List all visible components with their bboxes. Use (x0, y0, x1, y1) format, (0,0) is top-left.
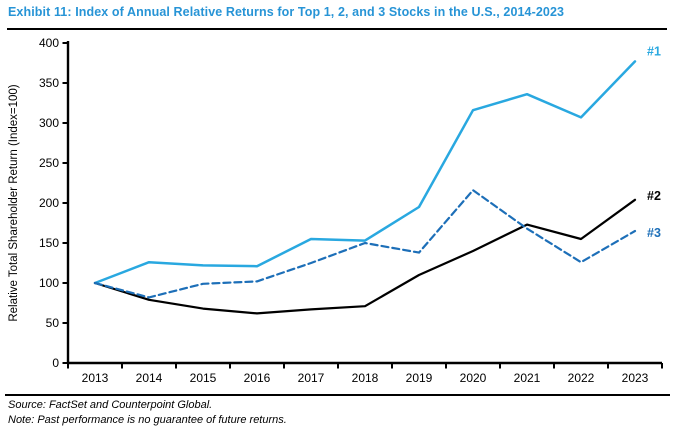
x-tick-label: 2019 (406, 371, 433, 385)
x-tick-label: 2022 (568, 371, 595, 385)
x-tick-label: 2018 (352, 371, 379, 385)
y-tick-label: 50 (46, 316, 60, 330)
x-tick-label: 2014 (136, 371, 163, 385)
y-axis-title: Relative Total Shareholder Return (Index… (8, 84, 20, 321)
x-tick-label: 2015 (190, 371, 217, 385)
y-tick-label: 400 (39, 36, 59, 50)
series-label-3: #3 (647, 226, 661, 240)
y-tick-label: 250 (39, 156, 59, 170)
source-text: Source: FactSet and Counterpoint Global. (8, 399, 213, 411)
y-tick-label: 150 (39, 236, 59, 250)
y-tick-label: 300 (39, 116, 59, 130)
series-label-2: #2 (647, 189, 661, 203)
y-tick-label: 200 (39, 196, 59, 210)
note-text: Note: Past performance is no guarantee o… (8, 414, 287, 426)
y-tick-label: 350 (39, 76, 59, 90)
footer-divider (5, 394, 670, 396)
series-label-1: #1 (647, 44, 661, 58)
title-divider (7, 28, 667, 30)
page-title: Exhibit 11: Index of Annual Relative Ret… (8, 5, 565, 19)
series-line-3 (93, 189, 637, 299)
y-tick-label: 100 (39, 276, 59, 290)
x-tick-label: 2021 (514, 371, 541, 385)
x-tick-label: 2013 (82, 371, 109, 385)
y-tick-label: 0 (52, 356, 59, 370)
x-tick-label: 2023 (622, 371, 649, 385)
x-tick-label: 2017 (298, 371, 325, 385)
series-line-1 (93, 60, 637, 285)
series-line-2 (93, 198, 637, 315)
x-tick-label: 2020 (460, 371, 487, 385)
x-tick-label: 2016 (244, 371, 271, 385)
